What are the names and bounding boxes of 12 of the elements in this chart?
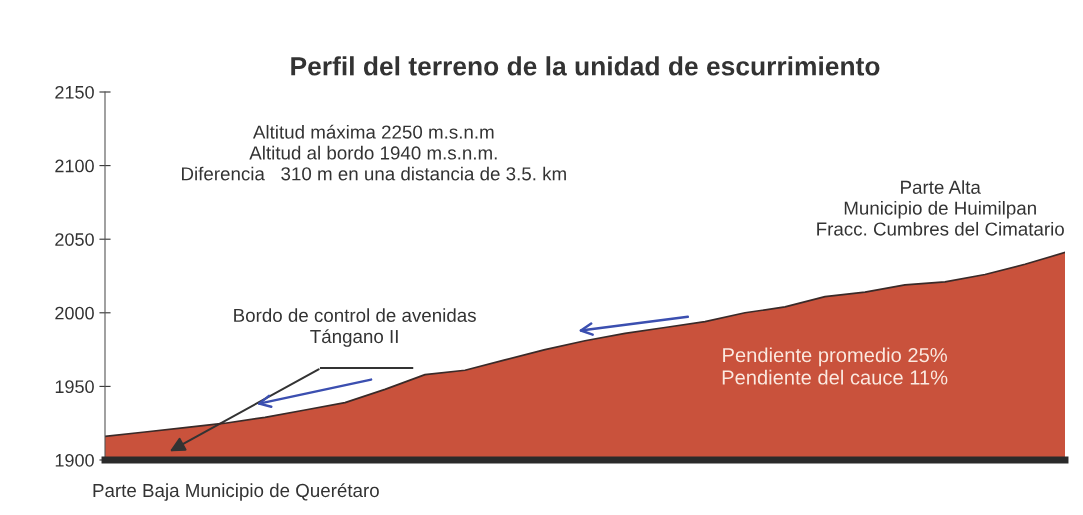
- annotation: Altitud máxima 2250 m.s.n.m Altitud al bordo 1940 m.s.n.m. Diferencia 310 m en una distancia de 3.5. km: [182, 124, 566, 181]
- y-tick-label: 1950: [55, 380, 94, 394]
- chart-title: Perfil del terreno de la unidad de escurrimiento: [291, 56, 880, 76]
- y-tick-label: 2150: [55, 85, 94, 99]
- y-tick-label: 2100: [55, 159, 94, 173]
- y-tick-label: 2000: [55, 306, 94, 320]
- annotation: Pendiente promedio 25% Pendiente del cauce 11%: [722, 347, 948, 385]
- annotation: Bordo de control de avenidas Tángano II: [234, 308, 476, 347]
- annotation: Parte Alta Municipio de Huimilpan Fracc. Cumbres del Cimatario: [817, 180, 1064, 236]
- y-tick-label: 2050: [55, 233, 94, 246]
- y-tick-label: 1900: [55, 453, 94, 467]
- text: Parte Baja Municipio de Querétaro: [93, 483, 379, 501]
